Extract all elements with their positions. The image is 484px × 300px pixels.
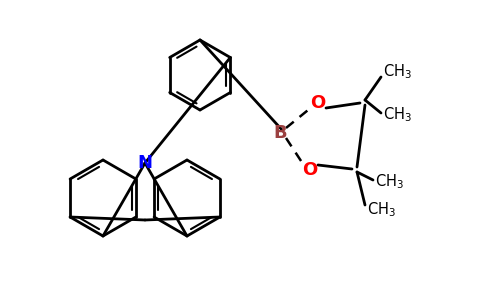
Text: CH$_3$: CH$_3$	[367, 201, 396, 219]
Text: N: N	[137, 154, 152, 172]
Text: B: B	[273, 124, 287, 142]
Text: CH$_3$: CH$_3$	[375, 173, 404, 191]
Text: O: O	[302, 161, 318, 179]
Text: CH$_3$: CH$_3$	[383, 63, 412, 81]
Text: O: O	[310, 94, 326, 112]
Text: CH$_3$: CH$_3$	[383, 106, 412, 124]
